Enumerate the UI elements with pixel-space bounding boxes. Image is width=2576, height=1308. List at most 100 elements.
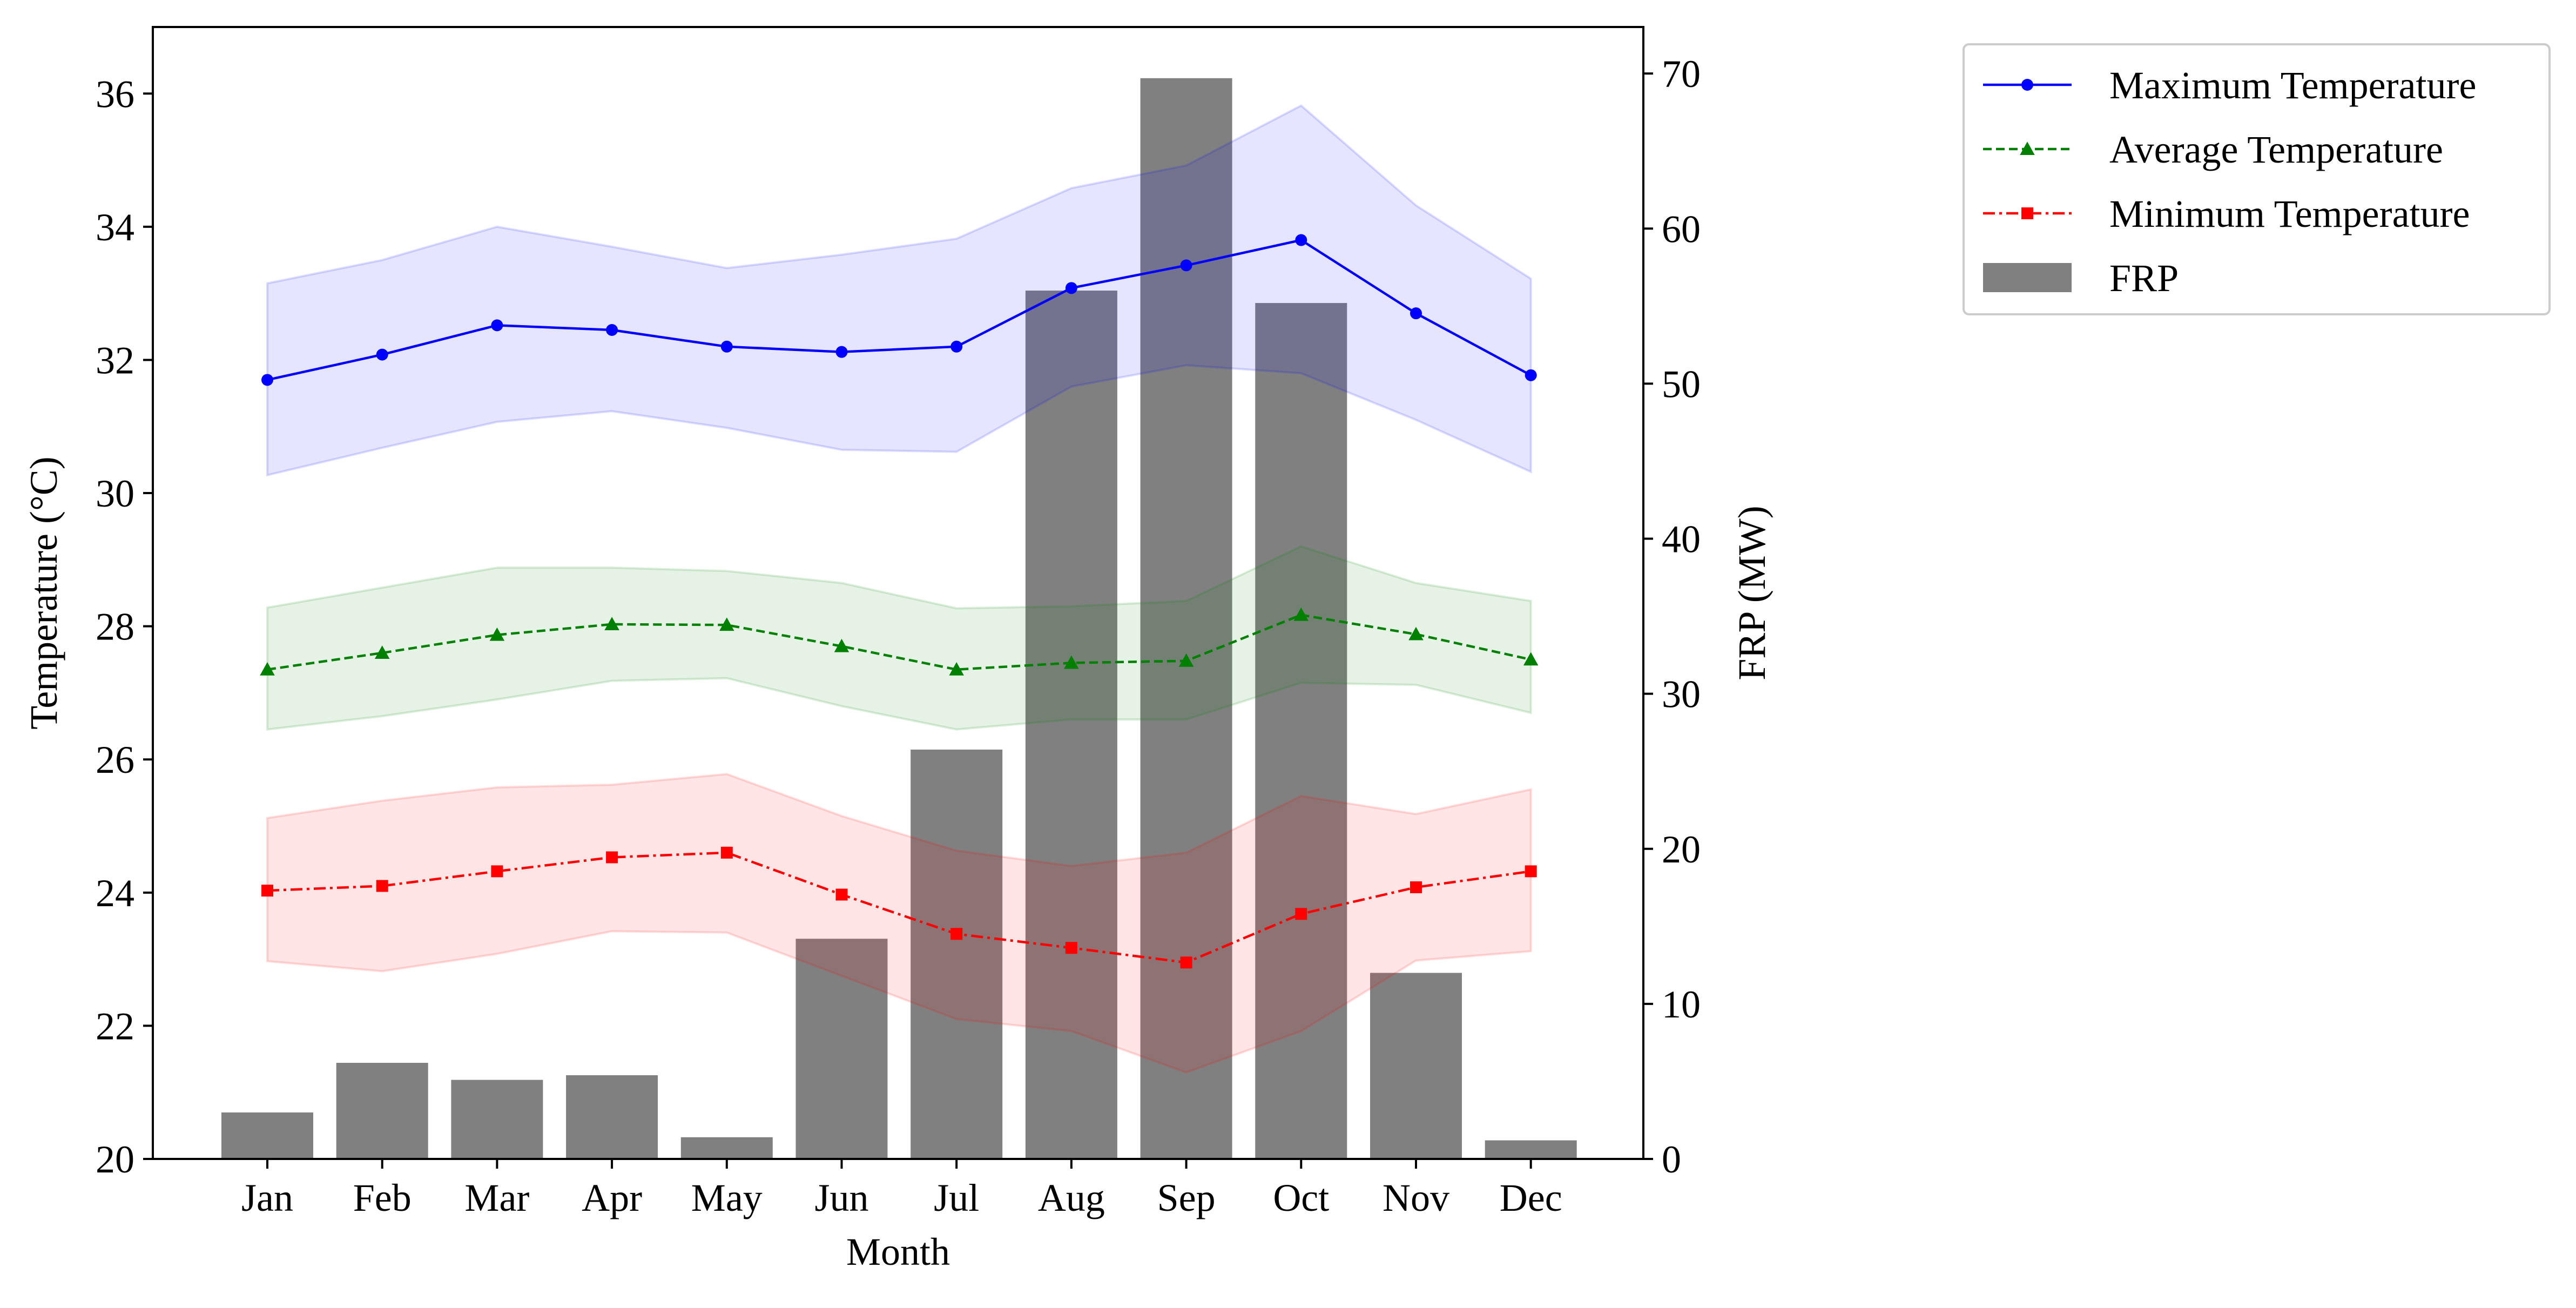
x-tick-label: Aug <box>1038 1176 1105 1219</box>
y-tick-label: 28 <box>96 605 134 649</box>
legend-frp-label: FRP <box>2109 257 2179 300</box>
maximum-temperature-point-jul <box>950 340 963 353</box>
maximum-temperature-band <box>266 104 1532 477</box>
maximum-temperature-point-mar <box>491 319 503 332</box>
y-axis-label: Temperature (°C) <box>22 456 65 730</box>
frp-bar-feb <box>336 1062 428 1159</box>
frp-bar-jun <box>795 939 888 1159</box>
y2-axis-ticks: 0 10 20 30 40 50 60 70 <box>1643 52 1701 1181</box>
y-tick-label: 22 <box>96 1004 134 1048</box>
average-temperature-point-sep <box>1178 653 1194 667</box>
minimum-temperature-point-jan <box>261 885 273 897</box>
legend-box <box>1963 43 2551 315</box>
minimum-temperature-point-jul <box>950 928 963 940</box>
legend-frp-swatch <box>1983 263 2072 292</box>
minimum-temperature-point-apr <box>606 851 618 864</box>
frp-bar-dec <box>1485 1140 1577 1159</box>
average-temperature-point-may <box>719 617 734 631</box>
x-tick-label: Jan <box>241 1176 293 1219</box>
series-markers <box>260 234 1539 969</box>
minimum-temperature-point-jun <box>835 888 848 901</box>
maximum-temperature-point-jan <box>261 374 273 386</box>
minimum-temperature-point-feb <box>376 880 388 892</box>
minimum-temperature-band <box>266 773 1532 1074</box>
average-temperature-point-jul <box>949 662 964 676</box>
average-temperature-point-aug <box>1064 655 1079 669</box>
y2-tick-label: 0 <box>1662 1138 1681 1181</box>
y2-tick-label: 40 <box>1662 518 1701 561</box>
x-tick-label: Oct <box>1273 1176 1329 1219</box>
maximum-temperature-line <box>267 239 1532 381</box>
x-tick-label: May <box>691 1176 763 1219</box>
x-tick-label: Mar <box>464 1176 529 1219</box>
legend-maximum-temperature-label: Maximum Temperature <box>2109 64 2476 107</box>
y2-tick-label: 10 <box>1662 983 1701 1026</box>
x-tick-label: Nov <box>1383 1176 1449 1219</box>
frp-bar-aug <box>1025 291 1117 1159</box>
y-tick-label: 26 <box>96 738 134 781</box>
maximum-temperature-point-sep <box>1180 259 1192 272</box>
y-tick-label: 20 <box>96 1138 134 1181</box>
y2-tick-label: 50 <box>1662 362 1701 406</box>
x-tick-label: Dec <box>1500 1176 1562 1219</box>
minimum-temperature-point-dec <box>1525 865 1537 878</box>
average-temperature-point-nov <box>1408 626 1424 640</box>
confidence-bands <box>266 104 1532 1074</box>
y-tick-label: 24 <box>96 872 134 915</box>
frp-bar-may <box>680 1137 773 1159</box>
frp-bar-apr <box>566 1075 658 1159</box>
maximum-temperature-point-dec <box>1525 369 1537 381</box>
x-tick-label: Feb <box>353 1176 412 1219</box>
minimum-temperature-point-mar <box>491 865 503 878</box>
average-temperature-point-oct <box>1293 607 1309 621</box>
y-axis-ticks: 20 22 24 26 28 30 32 34 36 <box>96 72 153 1181</box>
average-temperature-line <box>267 613 1532 671</box>
maximum-temperature-point-jun <box>835 346 848 358</box>
x-tick-label: Apr <box>582 1176 642 1219</box>
average-temperature-point-mar <box>489 627 505 641</box>
x-axis-label: Month <box>846 1230 950 1273</box>
legend: Maximum Temperature Average Temperature Mi… <box>1963 43 2551 315</box>
frp-bar-jul <box>911 749 1003 1159</box>
y-tick-label: 36 <box>96 72 134 116</box>
y2-tick-label: 30 <box>1662 673 1701 716</box>
maximum-temperature-point-aug <box>1065 282 1077 294</box>
y2-tick-label: 20 <box>1662 828 1701 871</box>
maximum-temperature-point-apr <box>606 323 618 336</box>
minimum-temperature-point-sep <box>1180 956 1192 969</box>
average-temperature-point-apr <box>604 617 619 630</box>
series-lines <box>267 239 1532 964</box>
x-tick-label: Sep <box>1157 1176 1216 1219</box>
average-temperature-point-dec <box>1523 652 1539 666</box>
legend-average-temperature-marker <box>2020 141 2035 155</box>
average-temperature-point-jun <box>834 638 849 652</box>
y2-tick-label: 60 <box>1662 207 1701 251</box>
maximum-temperature-point-nov <box>1410 307 1422 320</box>
legend-minimum-temperature-marker <box>2021 207 2033 219</box>
y-tick-label: 30 <box>96 472 134 515</box>
y-tick-label: 34 <box>96 206 134 249</box>
maximum-temperature-point-oct <box>1295 234 1307 246</box>
y-tick-label: 32 <box>96 339 134 382</box>
minimum-temperature-line <box>267 851 1532 964</box>
y2-tick-label: 70 <box>1662 52 1701 96</box>
maximum-temperature-point-feb <box>376 348 388 361</box>
legend-maximum-temperature-marker <box>2021 79 2033 91</box>
average-temperature-point-feb <box>374 645 390 659</box>
y2-axis-label: FRP (MW) <box>1730 505 1773 680</box>
frp-bar-oct <box>1255 303 1347 1159</box>
x-axis-ticks: Jan Feb Mar Apr May Jun Jul Aug Sep Oct Nov Dec <box>241 1159 1562 1219</box>
legend-minimum-temperature-label: Minimum Temperature <box>2109 192 2470 235</box>
legend-average-temperature-label: Average Temperature <box>2109 128 2443 171</box>
frp-bar-nov <box>1370 973 1462 1159</box>
frp-bar-jan <box>221 1112 313 1159</box>
minimum-temperature-point-oct <box>1295 908 1307 920</box>
minimum-temperature-point-may <box>720 846 733 859</box>
plot-frame <box>152 26 1644 1160</box>
minimum-temperature-point-aug <box>1065 942 1077 954</box>
x-tick-label: Jul <box>934 1176 979 1219</box>
minimum-temperature-point-nov <box>1410 881 1422 893</box>
average-temperature-point-jan <box>260 662 275 676</box>
frp-bar-mar <box>451 1080 543 1159</box>
